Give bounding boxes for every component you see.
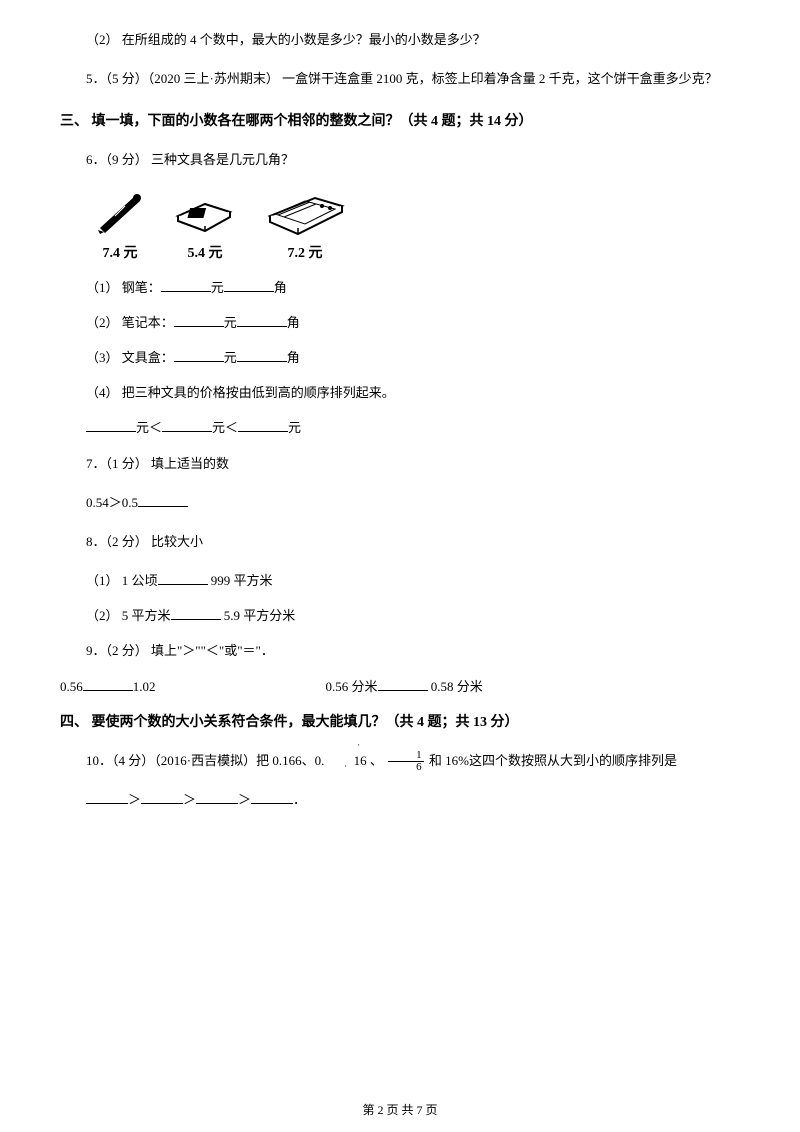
q9-left-b: 1.02 — [133, 679, 156, 694]
q9-left-a: 0.56 — [60, 679, 83, 694]
gt: ＞ — [128, 792, 141, 807]
blank[interactable] — [83, 675, 133, 691]
q6-2: （2） 笔记本： 元 角 — [60, 307, 740, 338]
q10-answer: ＞ ＞ ＞ ． — [60, 784, 740, 815]
gt: ＞ — [183, 792, 196, 807]
blank[interactable] — [174, 346, 224, 362]
q8: 8．（2 分） 比较大小 — [60, 526, 740, 557]
q8-1: （1） 1 公顷 999 平方米 — [60, 565, 740, 596]
price-1: 7.4 元 — [103, 242, 138, 262]
jiao-label: 角 — [287, 315, 300, 330]
blank[interactable] — [141, 788, 183, 804]
q6-3: （3） 文具盒： 元 角 — [60, 342, 740, 373]
q7-text: 0.54＞0.5 — [86, 495, 138, 510]
q6-1-prefix: （1） 钢笔： — [86, 280, 161, 295]
price-2: 5.4 元 — [188, 242, 223, 262]
q8-2-left: （2） 5 平方米 — [86, 608, 171, 623]
section-4-header: 四、 要使两个数的大小关系符合条件，最大能填几？（共 4 题；共 13 分） — [60, 711, 740, 731]
yuan-label: 元 — [211, 280, 224, 295]
q5: 5．（5 分）（2020 三上·苏州期末） 一盒饼干连盒重 2100 克，标签上… — [60, 63, 740, 94]
blank[interactable] — [196, 788, 238, 804]
pencilcase-icon — [260, 186, 350, 236]
q7: 7．（1 分） 填上适当的数 — [60, 448, 740, 479]
period: ． — [293, 792, 306, 807]
q9: 9．（2 分） 填上"＞""＜"或"＝"． — [60, 635, 740, 666]
notebook-group: 5.4 元 — [170, 186, 240, 262]
blank[interactable] — [171, 604, 221, 620]
q8-2-right: 5.9 平方分米 — [221, 608, 296, 623]
q6-1: （1） 钢笔： 元 角 — [60, 272, 740, 303]
page-footer: 第 2 页 共 7 页 — [0, 1101, 800, 1118]
q6: 6．（9 分） 三种文具各是几元几角？ — [60, 144, 740, 175]
blank[interactable] — [138, 491, 188, 507]
q10: 10．（4 分）（2016·西吉模拟）把 0.166、0. · ·16 、 16… — [60, 745, 740, 776]
q4-sub2: （2） 在所组成的 4 个数中，最大的小数是多少？最小的小数是多少？ — [60, 24, 740, 55]
jiao-label: 角 — [274, 280, 287, 295]
blank[interactable] — [174, 311, 224, 327]
q6-4: （4） 把三种文具的价格按由低到高的顺序排列起来。 — [60, 377, 740, 408]
blank[interactable] — [86, 416, 136, 432]
blank[interactable] — [162, 416, 212, 432]
yuan-lt: 元＜ — [212, 420, 238, 435]
blank[interactable] — [251, 788, 293, 804]
q9-right-a: 0.56 分米 — [326, 679, 378, 694]
yuan-label: 元 — [224, 315, 237, 330]
blank[interactable] — [378, 675, 428, 691]
blank[interactable] — [224, 276, 274, 292]
yuan-lt: 元＜ — [136, 420, 162, 435]
jiao-label: 角 — [287, 350, 300, 365]
q6-3-prefix: （3） 文具盒： — [86, 350, 174, 365]
blank[interactable] — [238, 416, 288, 432]
q9-right: 0.56 分米 0.58 分米 — [326, 675, 483, 695]
q9-right-b: 0.58 分米 — [428, 679, 483, 694]
blank[interactable] — [161, 276, 211, 292]
notebook-icon — [170, 186, 240, 236]
q10-prefix: 10．（4 分）（2016·西吉模拟）把 0.166、0. — [86, 753, 328, 768]
q9-left: 0.56 1.02 — [60, 675, 156, 695]
pen-group: 7.4 元 — [90, 186, 150, 262]
q10-suffix: 和 16%这四个数按照从大到小的顺序排列是 — [426, 753, 677, 768]
q6-4-answer: 元＜ 元＜ 元 — [60, 412, 740, 443]
recurring-decimal: · ·16 — [328, 745, 367, 776]
stationery-images: 7.4 元 5.4 元 7.2 元 — [90, 186, 740, 262]
blank[interactable] — [158, 569, 208, 585]
frac-den: 6 — [388, 762, 424, 773]
q10-mid: 、 — [367, 753, 387, 768]
fraction: 16 — [388, 750, 424, 773]
pen-icon — [90, 186, 150, 236]
yuan-label: 元 — [224, 350, 237, 365]
q8-1-left: （1） 1 公顷 — [86, 573, 158, 588]
q8-1-right: 999 平方米 — [208, 573, 273, 588]
blank[interactable] — [237, 346, 287, 362]
q7-content: 0.54＞0.5 — [60, 487, 740, 518]
blank[interactable] — [86, 788, 128, 804]
blank[interactable] — [237, 311, 287, 327]
q6-2-prefix: （2） 笔记本： — [86, 315, 174, 330]
pencilcase-group: 7.2 元 — [260, 186, 350, 262]
section-3-header: 三、 填一填，下面的小数各在哪两个相邻的整数之间？（共 4 题；共 14 分） — [60, 110, 740, 130]
q8-2: （2） 5 平方米 5.9 平方分米 — [60, 600, 740, 631]
yuan-label: 元 — [288, 420, 301, 435]
q9-row: 0.56 1.02 0.56 分米 0.58 分米 — [60, 675, 740, 695]
price-3: 7.2 元 — [288, 242, 323, 262]
gt: ＞ — [238, 792, 251, 807]
